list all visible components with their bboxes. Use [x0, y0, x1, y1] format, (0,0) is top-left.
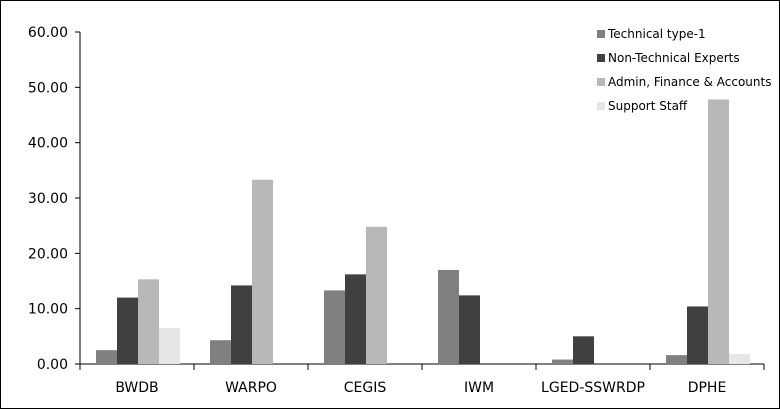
y-tick-label: 60.00: [28, 25, 68, 41]
x-category-labels: BWDB WARPO CEGIS IWM LGED-SSWRDP DPHE: [115, 380, 726, 396]
legend-label: Support Staff: [608, 99, 688, 113]
y-tick-label: 30.00: [28, 191, 68, 207]
x-category-label: WARPO: [225, 380, 277, 396]
x-category-label: IWM: [464, 380, 494, 396]
bar-bwdb-series-3: [138, 279, 159, 364]
y-tick-label: 10.00: [28, 302, 68, 318]
bar-cegis-series-2: [345, 274, 366, 364]
bar-warpo-series-3: [252, 179, 273, 364]
bar-lged-sswrdp-series-1: [552, 359, 573, 364]
bar-dphe-series-3: [708, 99, 729, 365]
bar-iwm-series-2: [459, 295, 480, 364]
bars: [96, 99, 750, 365]
legend-label: Non-Technical Experts: [608, 51, 740, 65]
x-category-label: CEGIS: [344, 380, 387, 396]
legend-label: Technical type-1: [607, 27, 706, 41]
bar-dphe-series-1: [666, 355, 687, 364]
x-category-label: BWDB: [115, 380, 158, 396]
bar-bwdb-series-1: [96, 350, 117, 364]
y-tick-labels: 0.00 10.00 20.00 30.00 40.00 50.00 60.00: [28, 25, 68, 373]
bar-warpo-series-1: [210, 340, 231, 364]
legend-swatch: [597, 54, 605, 62]
bar-dphe-series-2: [687, 306, 708, 364]
bar-bwdb-series-2: [117, 297, 138, 364]
y-tick-label: 20.00: [28, 246, 68, 262]
bar-lged-sswrdp-series-2: [573, 336, 594, 364]
legend-swatch: [597, 78, 605, 86]
bar-cegis-series-1: [324, 290, 345, 364]
x-category-label: LGED-SSWRDP: [541, 380, 645, 396]
legend-swatch: [597, 30, 605, 38]
y-tick-label: 50.00: [28, 80, 68, 96]
legend: Technical type-1 Non-Technical Experts Adm…: [597, 27, 771, 113]
bar-warpo-series-2: [231, 285, 252, 364]
bar-iwm-series-1: [438, 269, 459, 364]
bar-dphe-series-4: [729, 354, 750, 364]
x-category-label: DPHE: [688, 380, 727, 396]
bar-bwdb-series-4: [159, 328, 180, 364]
axes: [75, 31, 765, 370]
y-tick-label: 40.00: [28, 136, 68, 152]
legend-label: Admin, Finance & Accounts: [608, 75, 771, 89]
y-tick-label: 0.00: [37, 357, 68, 373]
legend-swatch: [597, 102, 605, 110]
bar-cegis-series-3: [366, 226, 387, 364]
